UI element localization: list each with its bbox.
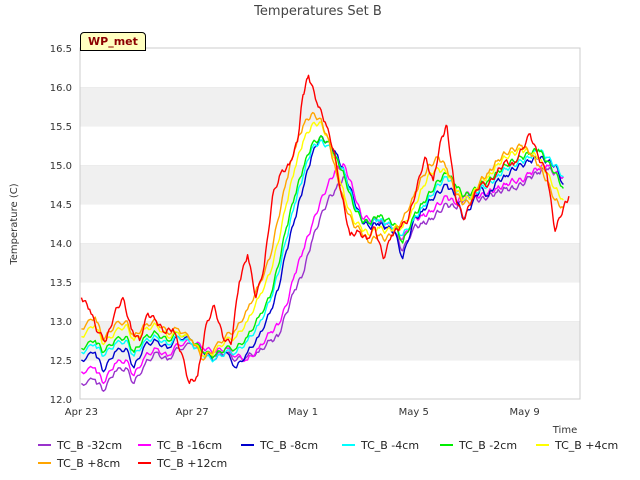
legend-swatch <box>342 444 355 446</box>
grid-band <box>80 282 580 321</box>
grid-band <box>80 243 580 282</box>
grid-bands <box>80 47 580 399</box>
legend-item: TC_B +8cm <box>38 457 138 470</box>
series-line <box>81 138 564 363</box>
x-tick-label: May 1 <box>288 407 318 418</box>
legend-label: TC_B -8cm <box>260 438 319 452</box>
series-lines <box>80 74 570 392</box>
grid-band <box>80 360 580 399</box>
grid-band <box>80 204 580 243</box>
legend-item: TC_B -4cm <box>342 439 440 452</box>
legend-label: TC_B -4cm <box>361 438 420 452</box>
series-line <box>80 74 570 385</box>
chart-title: Temperatures Set B <box>253 4 382 19</box>
grid-band <box>80 48 580 87</box>
y-tick-label: 16.0 <box>50 83 72 94</box>
legend-label: TC_B +4cm <box>555 438 619 452</box>
x-tick-label: May 5 <box>399 407 429 418</box>
legend-label: TC_B -2cm <box>459 438 518 452</box>
station-badge: WP_met <box>80 32 146 51</box>
y-tick-label: 13.5 <box>50 278 72 289</box>
legend-swatch <box>440 444 453 446</box>
y-axis-title: Temperature (C) <box>9 183 20 265</box>
y-tick-label: 15.5 <box>50 122 72 133</box>
legend-label: TC_B -32cm <box>57 438 123 452</box>
legend-swatch <box>138 462 151 464</box>
legend-item: TC_B +4cm <box>536 439 626 452</box>
legend-label: TC_B -16cm <box>157 438 223 452</box>
legend-label: TC_B +12cm <box>157 456 228 470</box>
x-tick-label: Apr 23 <box>65 407 98 418</box>
legend-swatch <box>38 462 51 464</box>
legend-swatch <box>38 444 51 446</box>
legend-item: TC_B -32cm <box>38 439 138 452</box>
legend-item: TC_B -2cm <box>440 439 536 452</box>
grid-band <box>80 87 580 126</box>
legend-label: TC_B +8cm <box>57 456 121 470</box>
y-tick-label: 15.0 <box>50 161 72 172</box>
y-tick-label: 14.0 <box>50 239 72 250</box>
y-tick-label: 14.5 <box>50 200 72 211</box>
series-line <box>81 121 564 357</box>
legend-row: TC_B +8cm TC_B +12cm <box>38 454 638 472</box>
legend-item: TC_B +12cm <box>138 457 241 470</box>
legend-swatch <box>536 444 549 446</box>
legend-row: TC_B -32cm TC_B -16cm TC_B -8cm TC_B -4c… <box>38 436 638 454</box>
y-axis-ticks: 12.0 12.5 13.0 13.5 14.0 14.5 15.0 15.5 16.0 16.5 <box>50 44 72 406</box>
x-axis-ticks: Apr 23 Apr 27 May 1 May 5 May 9 <box>65 407 540 418</box>
y-tick-label: 12.0 <box>50 395 72 406</box>
y-tick-label: 16.5 <box>50 44 72 55</box>
legend-swatch <box>138 444 151 446</box>
legend-item: TC_B -16cm <box>138 439 241 452</box>
plot-area <box>79 47 581 400</box>
legend-swatch <box>241 444 254 446</box>
x-tick-label: May 9 <box>509 407 539 418</box>
y-tick-label: 13.0 <box>50 317 72 328</box>
x-tick-label: Apr 27 <box>176 407 209 418</box>
y-tick-label: 12.5 <box>50 356 72 367</box>
x-axis-title: Time <box>552 425 577 436</box>
legend-item: TC_B -8cm <box>241 439 342 452</box>
legend: TC_B -32cm TC_B -16cm TC_B -8cm TC_B -4c… <box>38 436 638 472</box>
